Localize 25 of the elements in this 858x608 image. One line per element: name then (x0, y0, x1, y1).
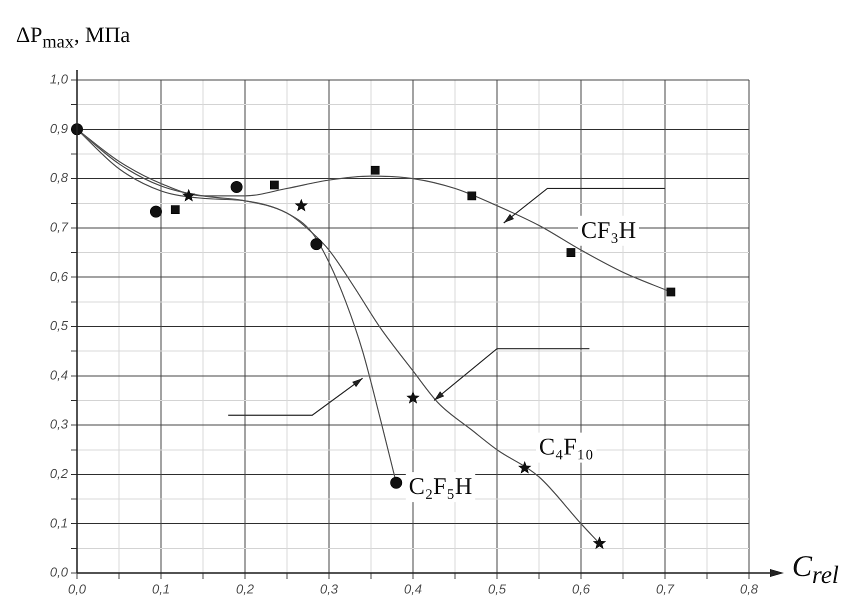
x-tick-label: 0,5 (488, 581, 507, 596)
x-tick-label: 0,4 (404, 581, 422, 596)
y-tick-label: 0,4 (50, 367, 68, 382)
y-tick-label: 0,2 (50, 466, 69, 482)
x-tick-label: 0,3 (320, 581, 339, 596)
y-tick-label: 0,1 (50, 515, 68, 530)
x-tick-label: 0,7 (656, 581, 675, 596)
x-tick-label: 0,0 (68, 581, 87, 596)
series-label: C₂F₅H (408, 474, 472, 500)
x-tick-label: 0,8 (740, 581, 759, 596)
x-axis-title: C$_{rel}$ (792, 550, 839, 590)
y-tick-label: 1,0 (50, 72, 69, 87)
y-tick-label: 0,7 (50, 220, 69, 235)
y-tick-label: 0,0 (50, 564, 69, 580)
series-label: CF₃H (581, 218, 636, 244)
y-tick-label: 0,6 (50, 268, 69, 284)
y-tick-label: 0,3 (50, 416, 69, 432)
x-tick-label: 0,6 (572, 581, 591, 596)
y-tick-label: 0,5 (50, 318, 69, 334)
x-tick-label: 0,1 (152, 581, 170, 596)
x-tick-label: 0,2 (236, 581, 255, 596)
y-tick-label: 0,8 (50, 170, 69, 186)
y-axis-title: ΔP$_{max}$, МПа (16, 22, 130, 52)
series-label: C₄F₁₀ (539, 434, 594, 461)
y-tick-label: 0,9 (50, 120, 68, 136)
